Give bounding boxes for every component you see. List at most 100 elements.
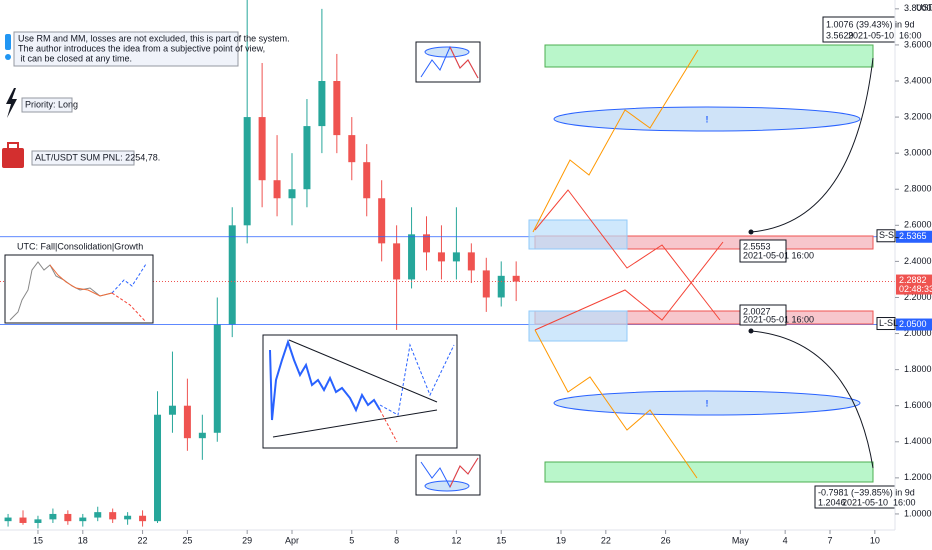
x-tick-label: 5	[349, 535, 354, 545]
candle-body	[4, 517, 12, 522]
entry-price: 2.0027	[743, 306, 771, 316]
y-tick-label: 3.8000	[904, 3, 932, 13]
projection	[534, 329, 698, 479]
inset	[262, 334, 458, 449]
entry-time: 2021-05-01 16:00	[743, 314, 814, 324]
candle-body	[154, 414, 162, 522]
y-tick-label: 3.0000	[904, 148, 932, 158]
inset-trend	[272, 409, 438, 438]
y-tick-label: 2.2000	[904, 292, 932, 302]
entry-price: 2.5553	[743, 241, 771, 251]
note: Priority: Long	[25, 99, 78, 109]
curve-dot	[748, 328, 754, 334]
zone-ellipse	[553, 390, 861, 416]
candle-body	[497, 275, 505, 298]
y-tick-label: 1.8000	[904, 364, 932, 374]
y-tick-label: 1.4000	[904, 436, 932, 446]
candle-body	[363, 162, 371, 199]
projection	[534, 241, 724, 331]
y-tick-label: 1.6000	[904, 400, 932, 410]
target-time: 2021-05-10 16:00	[848, 30, 922, 40]
target-price: 1.2046	[818, 497, 846, 507]
candle-body	[482, 270, 490, 298]
mark: !	[706, 398, 709, 408]
candle-body	[139, 515, 147, 522]
level-name-box	[876, 229, 896, 243]
note-box	[13, 31, 239, 67]
candle-body	[303, 126, 311, 190]
x-tick-label: Apr	[285, 535, 299, 545]
x-tick-label: 10	[870, 535, 880, 545]
x-tick-label: 22	[138, 535, 148, 545]
candle-body	[198, 432, 206, 439]
candle-body	[64, 513, 72, 522]
x-tick-label: 15	[496, 535, 506, 545]
target-change: -0.7981 (−39.85%) in 9d	[818, 487, 915, 497]
level-label: 2.5365	[899, 231, 927, 241]
entry-time: 2021-05-01 16:00	[743, 250, 814, 260]
inset-line	[449, 46, 479, 79]
candle-body	[183, 405, 191, 439]
candle-body	[109, 512, 117, 520]
inset-line	[111, 263, 147, 294]
y-tick-label: 3.2000	[904, 111, 932, 121]
y-tick-label: 2.0000	[904, 328, 932, 338]
y-tick-label: 1.2000	[904, 472, 932, 482]
icon	[5, 54, 11, 60]
candle-body	[408, 234, 416, 280]
currency: USDT	[916, 2, 932, 12]
icon	[6, 88, 17, 118]
candle-body	[273, 180, 281, 199]
candle-body	[318, 80, 326, 127]
candle-body	[124, 515, 132, 520]
note-box	[21, 97, 73, 113]
target-curve	[750, 57, 874, 233]
target-zone	[544, 44, 874, 68]
x-tick-label: 12	[451, 535, 461, 545]
inset-title: UTC: Fall|Consolidation|Growth	[17, 241, 143, 251]
inset-ellipse	[424, 46, 470, 58]
level-name: S-SL	[879, 230, 899, 240]
x-tick-label: 15	[33, 535, 43, 545]
last-price-box	[896, 274, 932, 295]
level-label: 2.0500	[899, 319, 927, 329]
x-tick-label: 4	[783, 535, 788, 545]
inset-line	[49, 264, 113, 297]
label-box	[739, 304, 787, 326]
candle-body	[79, 517, 87, 522]
x-tick-label: 19	[556, 535, 566, 545]
target-zone	[544, 461, 874, 483]
candle-body	[288, 189, 296, 199]
candle-body	[94, 512, 102, 518]
note: Use RM and MM, losses are not excluded, …	[18, 33, 290, 43]
inset-line	[379, 409, 398, 443]
candle-body	[243, 117, 251, 226]
inset-trend	[288, 339, 438, 403]
candle-body	[213, 324, 221, 433]
y-tick-label: 2.4000	[904, 256, 932, 266]
candle-body	[228, 225, 236, 325]
note-box	[31, 150, 135, 166]
candle-body	[452, 252, 460, 262]
texts: Use RM and MM, losses are not excluded, …	[17, 2, 932, 507]
candle-body	[378, 198, 386, 244]
entry-zone	[528, 219, 628, 250]
candle-body	[348, 135, 356, 163]
label-box	[739, 239, 787, 263]
mark: !	[706, 114, 709, 124]
x-tick-label: 26	[661, 535, 671, 545]
x-tick-label: 22	[601, 535, 611, 545]
note: it can be closed at any time.	[18, 53, 132, 63]
candle-body	[19, 517, 27, 523]
candle-body	[393, 243, 401, 280]
candle-body	[168, 405, 176, 415]
level-name-box	[876, 317, 896, 331]
level-box	[896, 230, 932, 243]
y-tick-label: 2.8000	[904, 184, 932, 194]
target-price: 3.5629	[826, 30, 854, 40]
inset-line	[379, 343, 455, 416]
curve-dot	[748, 229, 754, 235]
candle-body	[437, 252, 445, 262]
inset-line	[449, 457, 479, 488]
